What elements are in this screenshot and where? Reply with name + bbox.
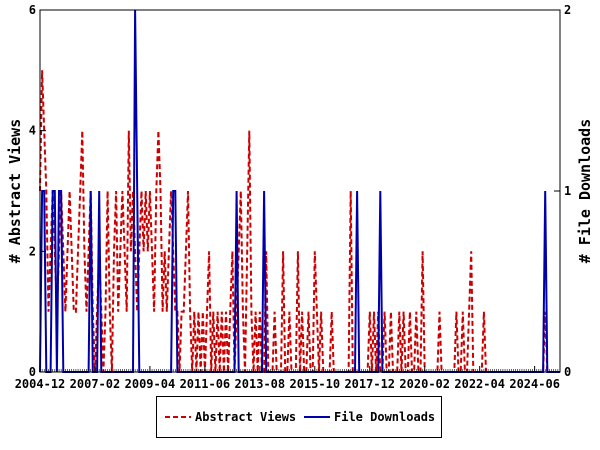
- legend-swatch-file-downloads: [304, 416, 330, 418]
- y-left-tick-label: 0: [29, 365, 36, 379]
- x-tick-label: 2024-06: [509, 377, 560, 391]
- x-tick-label: 2015-10: [290, 377, 341, 391]
- y-left-tick-label: 2: [29, 244, 36, 258]
- series-line-abstract-views: [39, 70, 560, 373]
- y-right-tick-label: 0: [564, 365, 571, 379]
- y-left-tick-label: 4: [29, 124, 36, 138]
- ticks: 0 2 4 6 0 1 2 2004-12 2007-02 2009-04 2011-06 2013-…: [15, 3, 572, 391]
- x-tick-label: 2004-12: [15, 377, 66, 391]
- x-tick-label: 2022-04: [454, 377, 505, 391]
- left-axis-title: # Abstract Views: [6, 119, 24, 264]
- legend-item-abstract-views: Abstract Views: [165, 410, 296, 424]
- legend-label-abstract-views: Abstract Views: [195, 410, 297, 424]
- x-tick-label: 2013-08: [235, 377, 286, 391]
- plot-frame: [39, 9, 561, 373]
- series-line-file-downloads: [39, 9, 560, 373]
- right-axis-title: # File Downloads: [576, 119, 594, 264]
- x-tick-label: 2009-04: [125, 377, 176, 391]
- x-tick-label: 2017-12: [344, 377, 395, 391]
- legend-swatch-abstract-views: [165, 416, 191, 418]
- legend-label-file-downloads: File Downloads: [334, 410, 436, 424]
- plot-lines: [39, 9, 560, 373]
- x-tick-label: 2020-02: [399, 377, 450, 391]
- y-left-tick-label: 6: [29, 3, 36, 17]
- legend: Abstract Views File Downloads: [156, 396, 442, 438]
- x-tick-label: 2007-02: [70, 377, 121, 391]
- y-right-tick-label: 1: [564, 184, 571, 198]
- x-tick-label: 2011-06: [180, 377, 231, 391]
- legend-item-file-downloads: File Downloads: [304, 410, 435, 424]
- y-right-tick-label: 2: [564, 3, 571, 17]
